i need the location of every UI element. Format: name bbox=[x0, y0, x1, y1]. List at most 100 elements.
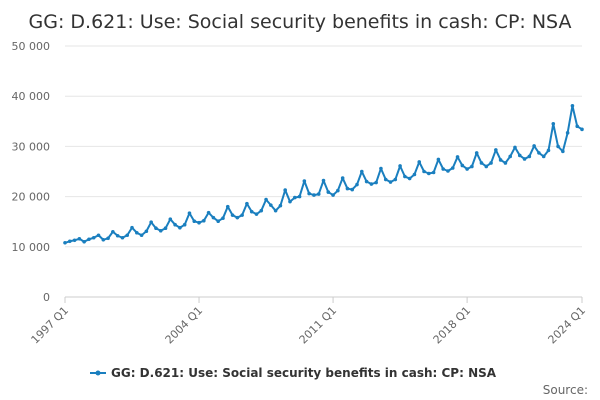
data-point[interactable] bbox=[465, 167, 469, 171]
data-point[interactable] bbox=[288, 199, 292, 204]
data-point[interactable] bbox=[101, 237, 106, 242]
data-point[interactable] bbox=[427, 171, 431, 176]
data-point[interactable] bbox=[235, 215, 240, 220]
data-point[interactable] bbox=[211, 215, 216, 220]
data-point[interactable] bbox=[541, 154, 546, 159]
data-point[interactable] bbox=[580, 127, 584, 132]
data-point[interactable] bbox=[125, 233, 130, 238]
data-point[interactable] bbox=[154, 226, 158, 231]
data-point[interactable] bbox=[455, 155, 460, 159]
legend[interactable]: GG: D.621: Use: Social security benefits… bbox=[90, 366, 497, 380]
data-point[interactable] bbox=[187, 211, 192, 215]
data-point[interactable] bbox=[96, 233, 101, 238]
data-point[interactable] bbox=[503, 161, 508, 165]
data-point[interactable] bbox=[312, 193, 316, 197]
data-point[interactable] bbox=[72, 238, 77, 243]
data-point[interactable] bbox=[360, 169, 364, 174]
data-point[interactable] bbox=[87, 237, 91, 242]
data-point[interactable] bbox=[403, 174, 407, 179]
data-point[interactable] bbox=[383, 177, 388, 182]
data-point[interactable] bbox=[460, 163, 465, 168]
data-point[interactable] bbox=[292, 195, 297, 200]
data-point[interactable] bbox=[249, 209, 254, 214]
data-point[interactable] bbox=[498, 158, 503, 162]
data-point[interactable] bbox=[489, 161, 493, 165]
data-point[interactable] bbox=[417, 160, 422, 164]
data-point[interactable] bbox=[173, 222, 177, 227]
data-point[interactable] bbox=[369, 182, 374, 186]
data-point[interactable] bbox=[508, 154, 512, 159]
data-point[interactable] bbox=[283, 188, 288, 192]
data-point[interactable] bbox=[364, 179, 369, 184]
data-point[interactable] bbox=[130, 225, 134, 230]
data-point[interactable] bbox=[168, 217, 173, 221]
data-point[interactable] bbox=[144, 229, 149, 234]
data-point[interactable] bbox=[522, 157, 527, 161]
data-point[interactable] bbox=[374, 180, 378, 185]
data-point[interactable] bbox=[326, 190, 331, 194]
data-point[interactable] bbox=[350, 187, 355, 192]
data-point[interactable] bbox=[192, 219, 197, 223]
data-point[interactable] bbox=[182, 222, 187, 227]
data-point[interactable] bbox=[149, 220, 153, 224]
data-point[interactable] bbox=[575, 124, 580, 129]
data-point[interactable] bbox=[273, 208, 278, 213]
data-point[interactable] bbox=[474, 151, 479, 155]
data-point[interactable] bbox=[264, 197, 268, 202]
data-point[interactable] bbox=[412, 172, 417, 177]
data-point[interactable] bbox=[158, 228, 163, 233]
data-point[interactable] bbox=[565, 131, 570, 135]
data-point[interactable] bbox=[297, 194, 302, 199]
data-point[interactable] bbox=[321, 178, 326, 183]
data-point[interactable] bbox=[431, 170, 436, 175]
data-point[interactable] bbox=[178, 225, 182, 230]
data-point[interactable] bbox=[115, 233, 120, 238]
data-point[interactable] bbox=[307, 191, 311, 196]
data-point[interactable] bbox=[470, 164, 474, 169]
data-point[interactable] bbox=[331, 193, 335, 197]
data-point[interactable] bbox=[398, 164, 402, 168]
data-point[interactable] bbox=[446, 169, 450, 173]
data-point[interactable] bbox=[106, 236, 110, 241]
data-point[interactable] bbox=[436, 157, 441, 162]
data-point[interactable] bbox=[221, 216, 225, 220]
data-point[interactable] bbox=[91, 235, 96, 240]
data-point[interactable] bbox=[513, 145, 517, 150]
data-point[interactable] bbox=[556, 144, 560, 149]
data-point[interactable] bbox=[77, 236, 82, 241]
data-point[interactable] bbox=[441, 167, 445, 171]
data-point[interactable] bbox=[527, 154, 532, 159]
data-point[interactable] bbox=[532, 144, 536, 148]
data-point[interactable] bbox=[570, 103, 575, 108]
data-point[interactable] bbox=[197, 220, 201, 225]
data-point[interactable] bbox=[269, 203, 273, 207]
data-point[interactable] bbox=[450, 166, 455, 170]
data-point[interactable] bbox=[120, 235, 125, 240]
data-point[interactable] bbox=[206, 210, 211, 215]
data-point[interactable] bbox=[546, 148, 551, 153]
data-point[interactable] bbox=[407, 176, 412, 181]
data-point[interactable] bbox=[216, 219, 220, 223]
data-point[interactable] bbox=[67, 239, 72, 244]
data-point[interactable] bbox=[379, 166, 383, 171]
data-point[interactable] bbox=[278, 203, 283, 208]
data-point[interactable] bbox=[393, 177, 398, 182]
data-point[interactable] bbox=[135, 230, 139, 235]
data-point[interactable] bbox=[484, 164, 489, 169]
data-point[interactable] bbox=[163, 226, 168, 231]
data-point[interactable] bbox=[245, 201, 249, 206]
data-point[interactable] bbox=[230, 213, 235, 217]
data-point[interactable] bbox=[259, 208, 264, 213]
data-point[interactable] bbox=[517, 153, 522, 158]
data-point[interactable] bbox=[561, 149, 565, 154]
data-point[interactable] bbox=[388, 180, 393, 184]
data-point[interactable] bbox=[336, 188, 340, 193]
data-point[interactable] bbox=[345, 186, 350, 191]
data-point[interactable] bbox=[225, 204, 230, 209]
data-point[interactable] bbox=[240, 213, 244, 217]
data-point[interactable] bbox=[479, 161, 484, 165]
data-point[interactable] bbox=[340, 176, 345, 180]
data-point[interactable] bbox=[202, 218, 206, 223]
data-point[interactable] bbox=[551, 122, 556, 126]
data-point[interactable] bbox=[494, 148, 498, 152]
